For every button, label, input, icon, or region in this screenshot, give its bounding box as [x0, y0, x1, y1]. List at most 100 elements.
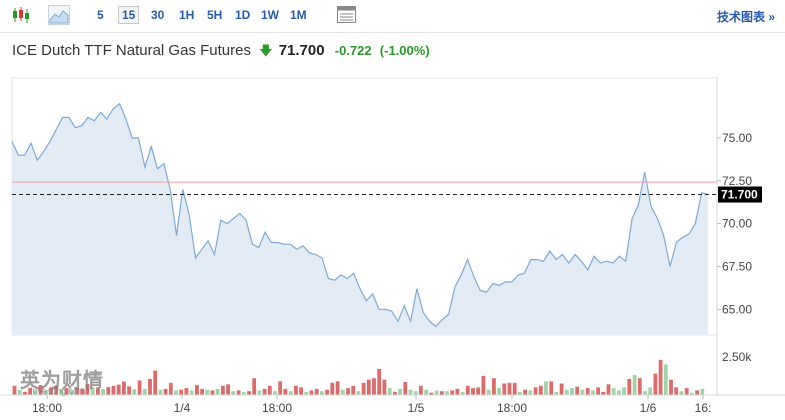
volume-bar	[580, 389, 585, 395]
volume-bar	[200, 388, 204, 395]
volume-bar	[695, 390, 699, 395]
volume-bar	[658, 359, 663, 395]
volume-bar	[247, 391, 251, 395]
volume-bar	[481, 375, 486, 395]
volume-bar	[278, 381, 283, 396]
timeframe-30[interactable]: 30	[151, 8, 165, 22]
price-area-fill	[12, 103, 708, 335]
volume-bar	[512, 382, 517, 395]
volume-bar	[445, 391, 449, 395]
volume-bar	[148, 379, 152, 395]
volume-bar	[596, 387, 600, 395]
volume-bar	[413, 391, 418, 395]
volume-bar	[617, 390, 621, 395]
xtick-label: 18:00	[262, 401, 292, 415]
volume-bar	[38, 385, 43, 395]
timeframe-1h[interactable]: 1H	[179, 8, 195, 22]
volume-bar	[153, 370, 158, 395]
technical-chart-link[interactable]: 技术图表 »	[716, 10, 775, 24]
timeframe-15[interactable]: 15	[118, 6, 140, 24]
volume-bar	[398, 388, 402, 395]
volume-bar	[684, 388, 689, 395]
price-change: -0.722	[334, 43, 372, 58]
timeframe-5[interactable]: 5	[97, 8, 104, 22]
volume-bar	[158, 389, 163, 395]
volume-bar	[96, 388, 100, 395]
volume-bar	[528, 390, 533, 395]
volume-bar	[351, 385, 356, 395]
watermark-cn: 英为财情	[20, 370, 104, 392]
timeframe-1w[interactable]: 1W	[261, 8, 279, 22]
watermark-en: Investing.com	[30, 386, 86, 396]
volume-bar	[90, 387, 95, 395]
volume-bar	[502, 383, 507, 395]
volume-ytick-label: 2.50k	[722, 350, 752, 364]
volume-bar	[538, 385, 543, 395]
volume-bar	[64, 388, 69, 395]
volume-bar	[559, 383, 564, 395]
volume-bar	[663, 364, 668, 395]
timeframe-1m[interactable]: 1M	[290, 8, 307, 22]
volume-bar	[335, 381, 340, 396]
xtick-label: 16:	[695, 401, 712, 415]
toolbar: 5 15 30 1H 5H 1D 1W 1M 技术图表 »	[0, 0, 785, 33]
volume-bar	[111, 385, 116, 395]
volume-bar	[59, 389, 64, 395]
volume-bar	[236, 390, 241, 395]
volume-bar	[137, 380, 142, 395]
candlestick-icon[interactable]	[10, 5, 32, 25]
volume-bar	[643, 391, 647, 395]
volume-bar	[142, 388, 147, 395]
last-price-label-bg	[718, 186, 762, 203]
volume-bar	[450, 390, 455, 395]
xtick-label: 18:00	[32, 401, 62, 415]
volume-bar	[273, 391, 277, 395]
xtick-label: 18:00	[497, 401, 527, 415]
volume-bar	[241, 391, 246, 395]
volume-bar	[372, 378, 376, 395]
volume-bar	[591, 390, 595, 395]
down-arrow-icon: 🡇	[259, 43, 273, 58]
volume-bar	[585, 388, 590, 395]
volume-bar	[262, 388, 267, 395]
volume-bar	[455, 388, 460, 395]
volume-bar	[377, 369, 382, 395]
volume-bar	[299, 387, 303, 395]
ytick-label: 70.00	[722, 217, 752, 231]
table-view-icon[interactable]	[336, 5, 358, 25]
volume-bar	[12, 385, 17, 395]
volume-bar	[168, 382, 173, 395]
volume-bar	[283, 388, 288, 395]
volume-bar	[632, 375, 637, 395]
volume-bar	[424, 389, 428, 395]
volume-bar	[33, 390, 38, 395]
volume-bar	[106, 387, 111, 395]
volume-bar	[564, 389, 569, 395]
volume-bar	[393, 391, 397, 395]
volume-bar	[54, 385, 59, 395]
price-change-pct: (-1.00%)	[379, 43, 430, 58]
volume-bar	[221, 385, 225, 395]
instrument-header: ICE Dutch TTF Natural Gas Futures 🡇 71.7…	[12, 42, 430, 64]
timeframe-1d[interactable]: 1D	[235, 8, 251, 22]
timeframe-5h[interactable]: 5H	[207, 8, 223, 22]
price-line	[11, 102, 709, 328]
area-chart-icon[interactable]	[48, 5, 70, 25]
volume-bar	[17, 389, 22, 395]
volume-bar	[205, 389, 210, 395]
volume-bar	[325, 389, 329, 395]
ytick-label: 75.00	[722, 131, 752, 145]
volume-bar	[174, 390, 178, 395]
volume-bar	[408, 389, 413, 395]
volume-bar	[700, 388, 705, 395]
volume-bar	[163, 388, 168, 395]
volume-bar	[252, 378, 257, 395]
volume-bar	[346, 388, 350, 395]
volume-bar	[101, 389, 105, 395]
volume-bar	[611, 388, 616, 395]
volume-bar	[403, 382, 408, 395]
volume-bar	[23, 391, 27, 395]
volume-bar	[294, 385, 298, 395]
volume-bar	[43, 390, 48, 395]
